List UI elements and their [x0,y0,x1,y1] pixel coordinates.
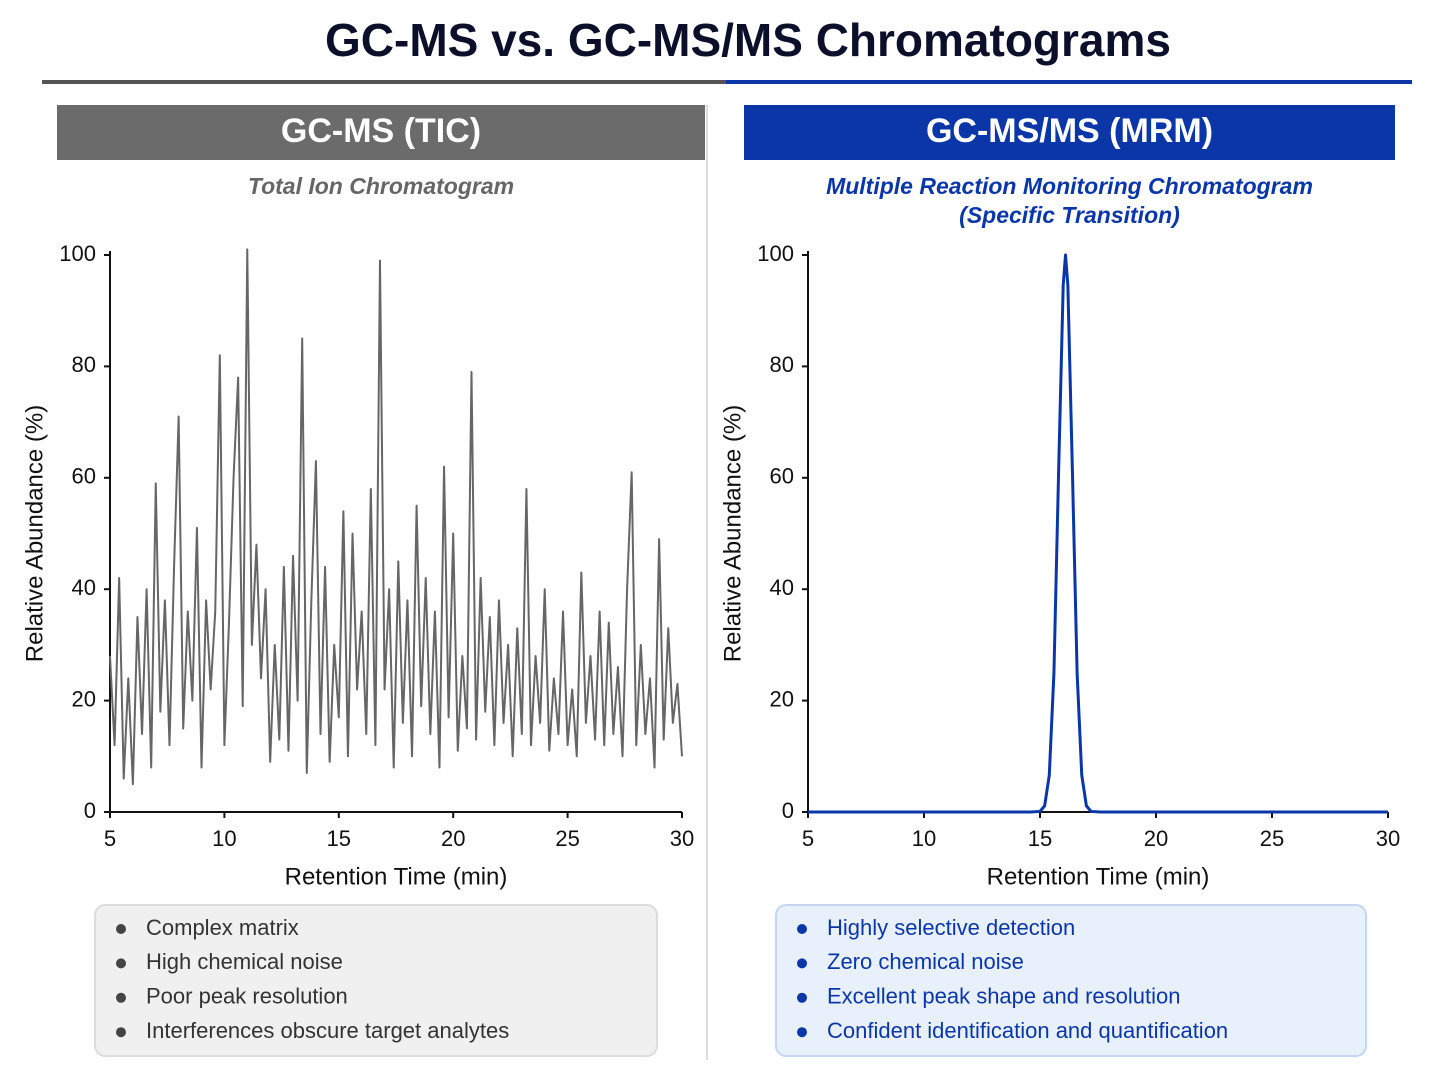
panel-header-bar [744,105,1395,160]
x-tick-label: 10 [912,826,936,851]
note-item: Interferences obscure target analytes [146,1018,509,1043]
note-item: Highly selective detection [827,915,1075,940]
note-item: Zero chemical noise [827,949,1024,974]
y-axis-label: Relative Abundance (%) [21,405,48,662]
data-line [109,248,683,786]
y-tick-label: 40 [770,575,794,600]
y-tick-label: 100 [757,241,794,266]
bullet [116,924,126,934]
note-item: High chemical noise [146,949,343,974]
x-tick-label: 20 [441,826,465,851]
panel-gcmsms: GC-MS/MS (MRM) Multiple Reaction Monitori… [719,105,1400,1057]
note-item: Excellent peak shape and resolution [827,984,1180,1009]
y-tick-label: 0 [84,798,96,823]
x-tick-label: 30 [670,826,694,851]
y-tick-label: 0 [782,798,794,823]
page-title: GC-MS vs. GC-MS/MS Chromatograms [325,14,1171,66]
bullet [797,1027,807,1038]
y-tick-label: 80 [72,352,96,377]
x-tick-label: 10 [212,826,236,851]
x-axis-label: Retention Time (min) [285,863,508,890]
data-line [808,253,1388,814]
x-tick-label: 15 [327,826,351,851]
notes-box [775,904,1367,1057]
panel-header: GC-MS/MS (MRM) [926,112,1213,150]
bullet [116,1027,126,1038]
bullet [116,992,126,1003]
bullet [116,958,126,969]
x-tick-label: 20 [1144,826,1168,851]
chart-subtitle: Multiple Reaction Monitoring Chromatogra… [826,173,1313,199]
chart-subtitle: (Specific Transition) [959,202,1180,228]
y-tick-label: 80 [770,352,794,377]
notes-box [94,904,658,1057]
y-tick-label: 20 [770,686,794,711]
x-tick-label: 25 [555,826,579,851]
y-tick-label: 40 [72,575,96,600]
bullet [797,958,807,969]
panel-gcms: GC-MS (TIC) Total Ion Chromatogram 0 20 40 60… [21,105,705,1057]
x-tick-label: 15 [1028,826,1052,851]
note-item: Complex matrix [146,915,299,940]
x-tick-label: 5 [802,826,814,851]
y-axis-label: Relative Abundance (%) [719,405,746,662]
panel-header-bar [57,105,705,160]
chart-subtitle: Total Ion Chromatogram [248,173,514,199]
x-tick-label: 5 [104,826,116,851]
x-axis-label: Retention Time (min) [987,863,1210,890]
y-tick-label: 100 [59,241,96,266]
panel-header: GC-MS (TIC) [281,112,481,150]
bullet [797,992,807,1003]
y-tick-label: 20 [72,686,96,711]
y-tick-label: 60 [770,464,794,489]
y-tick-label: 60 [72,464,96,489]
x-tick-label: 30 [1376,826,1400,851]
x-tick-label: 25 [1260,826,1284,851]
bullet [797,924,807,934]
note-item: Confident identification and quantificat… [827,1018,1228,1043]
note-item: Poor peak resolution [146,984,348,1009]
